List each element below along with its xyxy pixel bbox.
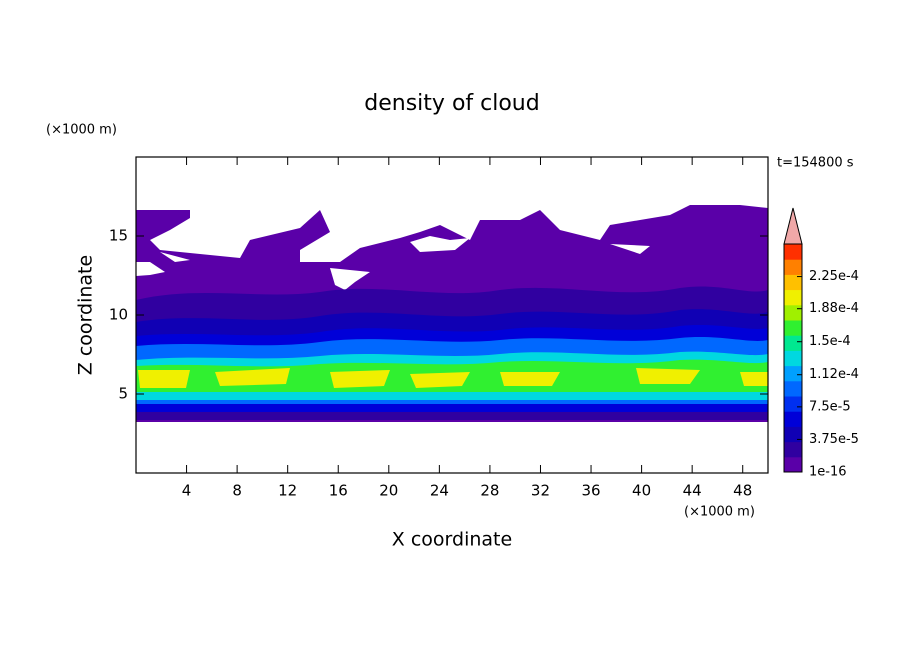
colorbar-band	[784, 274, 802, 291]
colorbar-band	[784, 350, 802, 367]
colorbar-band	[784, 426, 802, 443]
time-label: t=154800 s	[777, 156, 854, 171]
colorbar-tick-label: 1e-16	[809, 465, 847, 480]
colorbar-extend	[783, 207, 803, 245]
colorbar-band	[784, 304, 802, 321]
colorbar-band	[784, 320, 802, 336]
y-axis-label: Z coordinate	[75, 255, 97, 375]
colorbar-frame	[783, 243, 803, 473]
y-tick-label: 5	[118, 385, 128, 403]
colorbar-tick-label: 1.88e-4	[809, 301, 859, 316]
colorbar-band	[784, 365, 802, 382]
colorbar-band	[784, 259, 802, 275]
colorbar-band	[784, 289, 802, 306]
y-unit: (×1000 m)	[46, 123, 117, 138]
colorbar-band	[784, 380, 802, 397]
colorbar-tick-label: 1.5e-4	[809, 334, 851, 349]
y-tick-label: 10	[109, 306, 128, 324]
colorbar-band	[784, 411, 802, 427]
x-tick-label: 36	[581, 482, 600, 500]
colorbar-tick-label: 7.5e-5	[809, 399, 851, 414]
colorbar-band	[784, 456, 802, 473]
colorbar-tick-label: 2.25e-4	[809, 269, 859, 284]
x-tick-label: 28	[480, 482, 499, 500]
colorbar-band	[784, 396, 802, 412]
x-tick-label: 4	[182, 482, 192, 500]
x-axis-label: X coordinate	[392, 529, 512, 551]
colorbar-tick-label: 1.12e-4	[809, 367, 859, 382]
chart-title: density of cloud	[364, 91, 539, 116]
contour-field	[136, 205, 768, 422]
x-unit: (×1000 m)	[684, 505, 755, 520]
x-tick-label: 48	[733, 482, 752, 500]
colorbar-band	[784, 441, 802, 458]
x-tick-label: 32	[531, 482, 550, 500]
colorbar-band	[784, 335, 802, 351]
y-tick-label: 15	[109, 227, 128, 245]
x-tick-label: 20	[379, 482, 398, 500]
colorbar-tick-label: 3.75e-5	[809, 432, 859, 447]
x-tick-label: 12	[278, 482, 297, 500]
x-tick-label: 16	[329, 482, 348, 500]
x-tick-label: 24	[430, 482, 449, 500]
x-tick-label: 40	[632, 482, 651, 500]
x-tick-label: 8	[232, 482, 242, 500]
colorbar-band	[784, 244, 802, 260]
x-tick-label: 44	[683, 482, 702, 500]
